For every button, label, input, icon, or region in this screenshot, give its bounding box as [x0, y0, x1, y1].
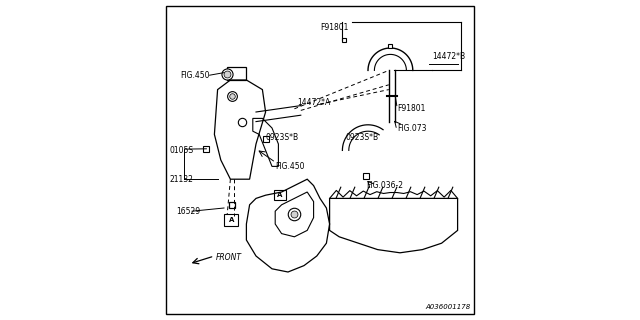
Text: F91801: F91801 — [320, 23, 348, 32]
Text: 14472*A: 14472*A — [298, 98, 331, 107]
Text: FIG.450: FIG.450 — [180, 71, 210, 80]
Text: FRONT: FRONT — [216, 253, 242, 262]
Text: F91801: F91801 — [397, 104, 425, 113]
Text: 0923S*B: 0923S*B — [266, 133, 299, 142]
Text: A: A — [228, 217, 234, 223]
Text: 14472*B: 14472*B — [432, 52, 465, 61]
Text: 0923S*B: 0923S*B — [346, 133, 379, 142]
Text: 21132: 21132 — [170, 175, 193, 184]
Text: A: A — [277, 192, 283, 198]
Text: FIG.036-2: FIG.036-2 — [366, 181, 403, 190]
Text: FIG.073: FIG.073 — [397, 124, 426, 132]
Text: FIG.450: FIG.450 — [275, 162, 305, 171]
Text: 16529: 16529 — [176, 207, 200, 216]
Text: A036001178: A036001178 — [425, 304, 470, 310]
Text: 0105S: 0105S — [170, 146, 194, 155]
